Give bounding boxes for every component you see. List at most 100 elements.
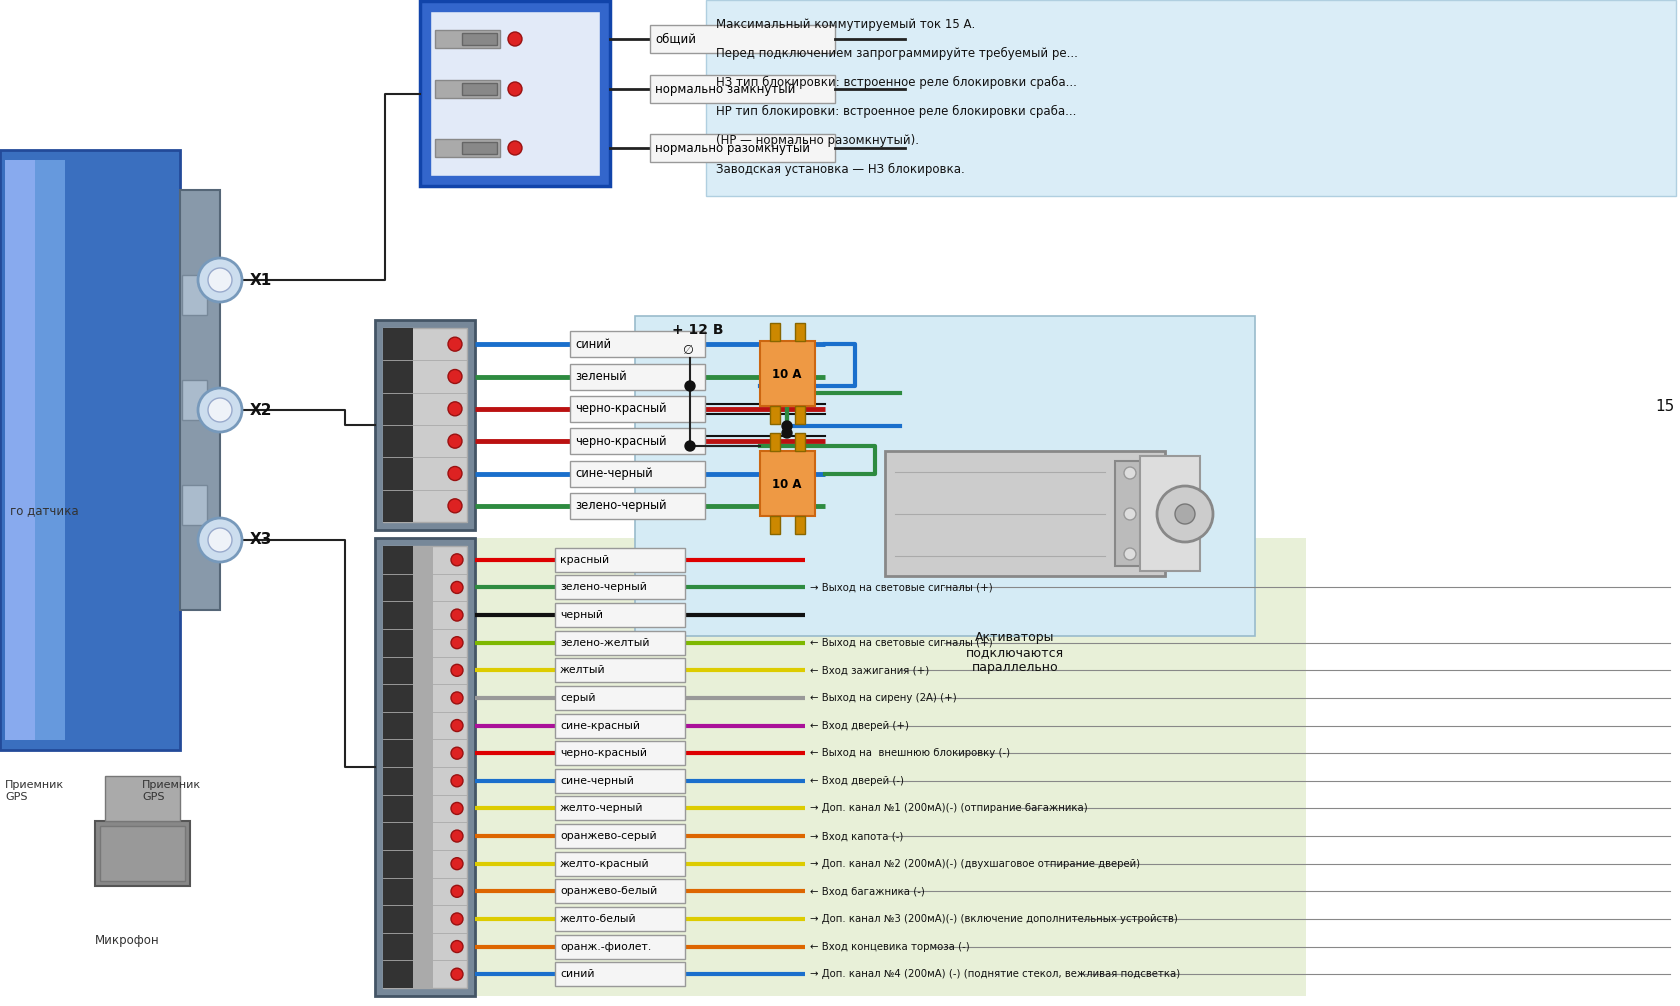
Bar [0, 150, 180, 750]
Text: зелено-желтый: зелено-желтый [559, 638, 648, 648]
Circle shape [507, 82, 522, 96]
Text: сине-красный: сине-красный [559, 720, 640, 730]
Text: Активаторы
подключаются
параллельно: Активаторы подключаются параллельно [966, 631, 1063, 674]
Bar [554, 741, 684, 766]
Bar [554, 603, 684, 627]
Text: → Доп. канал №2 (200мА)(-) (двухшаговое отпирание дверей): → Доп. канал №2 (200мА)(-) (двухшаговое … [810, 859, 1139, 869]
Bar [554, 879, 684, 903]
Circle shape [450, 968, 462, 980]
Text: → Выход на световые сигналы (+): → Выход на световые сигналы (+) [810, 582, 993, 593]
Text: красный: красный [559, 555, 608, 564]
Text: Перед подключением запрограммируйте требуемый ре...: Перед подключением запрограммируйте треб… [716, 47, 1077, 60]
Text: желто-черный: желто-черный [559, 804, 643, 814]
Bar [435, 30, 499, 48]
Text: + 12 В: + 12 В [672, 323, 722, 337]
Bar [375, 320, 475, 530]
Text: серый: серый [559, 693, 595, 703]
Circle shape [450, 885, 462, 897]
Bar [795, 433, 805, 451]
Bar [554, 548, 684, 571]
Bar [769, 323, 780, 341]
Text: ∅: ∅ [682, 344, 692, 357]
Text: 15: 15 [1655, 398, 1673, 413]
Bar [430, 11, 600, 176]
Text: ← Вход концевика тормоза (-): ← Вход концевика тормоза (-) [810, 942, 969, 952]
Bar [375, 538, 475, 996]
Circle shape [450, 775, 462, 787]
Text: 10 А: 10 А [771, 478, 801, 491]
Bar [383, 328, 413, 522]
Bar [650, 134, 835, 162]
Text: оранж.-фиолет.: оранж.-фиолет. [559, 942, 650, 952]
Bar [554, 962, 684, 986]
Bar [795, 406, 805, 424]
Text: зелено-черный: зелено-черный [575, 499, 665, 512]
Text: → Доп. канал №4 (200мА) (-) (поднятие стекол, вежливая подсветка): → Доп. канал №4 (200мА) (-) (поднятие ст… [810, 969, 1179, 979]
Text: → Вход капота (-): → Вход капота (-) [810, 831, 902, 841]
Text: черно-красный: черно-красный [559, 748, 647, 759]
Text: → Доп. канал №1 (200мА)(-) (отпирание багажника): → Доп. канал №1 (200мА)(-) (отпирание ба… [810, 804, 1087, 814]
Text: 10 А: 10 А [771, 367, 801, 380]
Text: ← Выход на  внешнюю блокировку (-): ← Выход на внешнюю блокировку (-) [810, 748, 1010, 759]
Circle shape [1124, 548, 1136, 560]
Bar [554, 769, 684, 793]
Bar [413, 546, 433, 988]
Bar [554, 907, 684, 931]
Circle shape [450, 692, 462, 704]
Circle shape [450, 664, 462, 676]
Bar [570, 493, 704, 519]
Text: X1: X1 [250, 273, 272, 288]
Bar [462, 33, 497, 45]
Bar [383, 328, 467, 522]
Text: сине-черный: сине-черный [559, 776, 633, 786]
Text: желто-красный: желто-красный [559, 859, 648, 869]
Circle shape [684, 441, 694, 451]
Text: синий: синий [559, 969, 595, 979]
Text: нормально замкнутый: нормально замкнутый [655, 82, 795, 96]
Bar [181, 485, 207, 525]
Circle shape [781, 421, 791, 431]
Bar [554, 935, 684, 959]
Bar [759, 341, 815, 406]
Bar [181, 380, 207, 420]
Bar [435, 139, 499, 157]
Text: черно-красный: черно-красный [575, 402, 665, 415]
Text: НЗ тип блокировки: встроенное реле блокировки сраба...: НЗ тип блокировки: встроенное реле блоки… [716, 76, 1077, 90]
Bar [554, 658, 684, 682]
Circle shape [781, 428, 791, 438]
Text: (НР — нормально разомкнутый).: (НР — нормально разомкнутый). [716, 134, 919, 147]
Circle shape [450, 858, 462, 870]
Bar [635, 316, 1255, 636]
Bar [884, 451, 1164, 576]
Circle shape [450, 719, 462, 731]
Circle shape [450, 912, 462, 925]
Text: синий: синий [575, 338, 610, 351]
Circle shape [449, 467, 462, 481]
Text: ← Вход дверей (-): ← Вход дверей (-) [810, 776, 904, 786]
Text: ← Выход на световые сигналы (+): ← Выход на световые сигналы (+) [810, 638, 993, 648]
Circle shape [208, 398, 232, 422]
Circle shape [198, 518, 242, 562]
Text: ← Выход на сирену (2А) (+): ← Выход на сирену (2А) (+) [810, 693, 956, 703]
Circle shape [684, 381, 694, 391]
Bar [769, 406, 780, 424]
Bar [5, 160, 35, 740]
Circle shape [449, 369, 462, 383]
Text: Максимальный коммутируемый ток 15 А.: Максимальный коммутируемый ток 15 А. [716, 18, 974, 31]
Bar [650, 75, 835, 103]
Circle shape [198, 388, 242, 432]
Text: X2: X2 [250, 402, 272, 417]
Bar [1139, 456, 1200, 571]
Bar [795, 323, 805, 341]
Bar [554, 797, 684, 821]
Text: НР тип блокировки: встроенное реле блокировки сраба...: НР тип блокировки: встроенное реле блоки… [716, 105, 1075, 118]
Bar [706, 0, 1675, 196]
Text: Заводская установка — НЗ блокировка.: Заводская установка — НЗ блокировка. [716, 163, 964, 176]
Bar [570, 363, 704, 389]
Bar [570, 395, 704, 422]
Circle shape [1124, 508, 1136, 520]
Text: ← Вход багажника (-): ← Вход багажника (-) [810, 886, 924, 896]
Bar [650, 25, 835, 53]
Bar [554, 824, 684, 848]
Text: черно-красный: черно-красный [575, 435, 665, 448]
